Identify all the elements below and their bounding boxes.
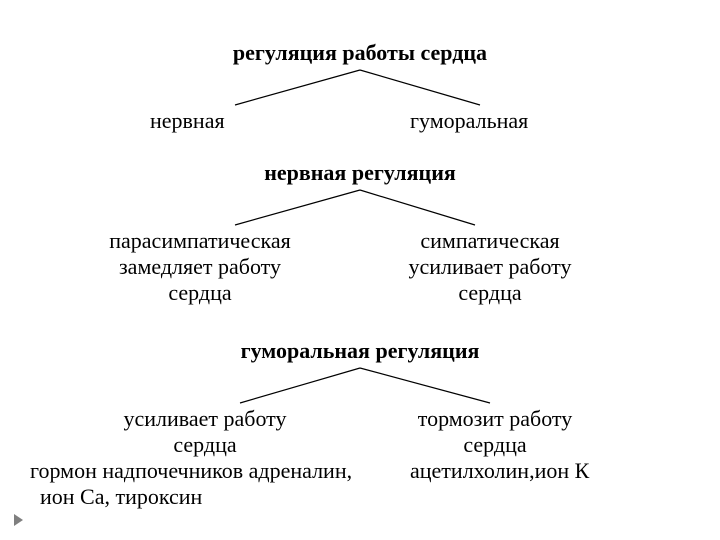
humoral-left-line1: усиливает работу bbox=[90, 406, 320, 432]
humoral-extra-right: ацетилхолин,ион К bbox=[410, 458, 589, 484]
humoral-right-line1: тормозит работу bbox=[380, 406, 610, 432]
slide-marker-icon bbox=[14, 514, 23, 526]
humoral-left-line2: сердца bbox=[90, 432, 320, 458]
humoral-extra-bottom: ион Са, тироксин bbox=[40, 484, 202, 510]
humoral-extra-left: гормон надпочечников адреналин, bbox=[30, 458, 352, 484]
humoral-right-line2: сердца bbox=[380, 432, 610, 458]
